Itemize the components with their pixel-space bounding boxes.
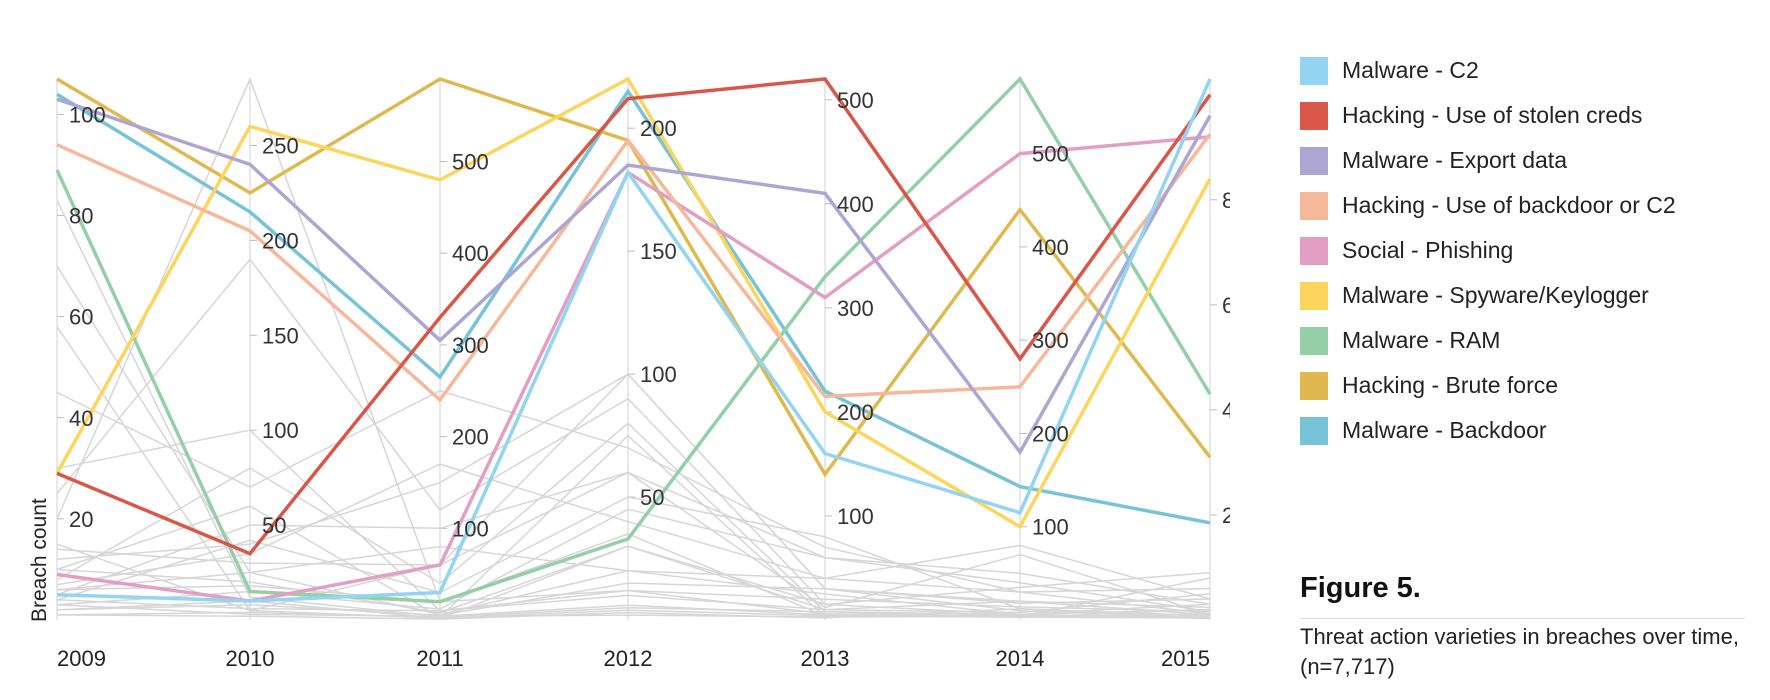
year-label-2013: 2013 (801, 646, 850, 671)
tick-label: 800 (1222, 188, 1230, 213)
legend-item-malware-spyware-keylogger: Malware - Spyware/Keylogger (1300, 273, 1676, 318)
tick-label: 300 (1032, 328, 1069, 353)
tick-label: 200 (262, 228, 299, 253)
legend-item-malware-backdoor: Malware - Backdoor (1300, 408, 1676, 453)
tick-label: 400 (837, 192, 874, 217)
tick-label: 200 (452, 425, 489, 450)
tick-label: 200 (1222, 503, 1230, 528)
tick-label: 200 (640, 116, 677, 141)
tick-label: 100 (640, 362, 677, 387)
background-series-line (56, 389, 1211, 615)
background-series-line (56, 608, 1211, 620)
series-line-hacking-use-of-backdoor-or-c2 (56, 133, 1212, 403)
tick-label: 600 (1222, 293, 1230, 318)
parallel-coordinates-chart: 20 40 60 80 100 50 100 150 200 250 100 200 300 400 500… (28, 76, 1230, 671)
legend-item-malware-export-data: Malware - Export data (1300, 138, 1676, 183)
series-line-malware-spyware-keylogger (55, 76, 1212, 530)
series-line-hacking-use-of-stolen-creds (56, 77, 1212, 556)
tick-label: 60 (69, 305, 93, 330)
legend-swatch (1300, 281, 1328, 310)
background-series-line (56, 434, 1211, 620)
tick-label: 100 (1032, 515, 1069, 540)
legend-label: Malware - C2 (1342, 57, 1479, 83)
legend-label: Hacking - Brute force (1342, 372, 1559, 398)
y-axis-label: Breach count (28, 498, 51, 622)
legend-label: Hacking - Use of backdoor or C2 (1342, 192, 1676, 218)
tick-label: 20 (69, 507, 93, 532)
background-series-line (56, 545, 1211, 619)
year-labels: 2009 2010 2011 2012 2013 2014 2015 (57, 646, 1210, 671)
tick-label: 500 (837, 88, 874, 113)
year-label-2011: 2011 (416, 646, 463, 671)
legend-label: Hacking - Use of stolen creds (1342, 102, 1643, 128)
figure-divider (1300, 618, 1745, 619)
tick-label: 50 (640, 485, 664, 510)
highlighted-series (55, 76, 1212, 604)
series-line-malware-c2 (56, 78, 1212, 603)
background-series-line (56, 199, 1211, 618)
tick-label: 100 (837, 504, 874, 529)
legend-swatch (1300, 326, 1328, 355)
background-series-line (56, 471, 1211, 616)
tick-label: 400 (1032, 235, 1069, 260)
tick-label: 500 (1032, 142, 1069, 167)
tick-label: 100 (69, 102, 106, 127)
year-label-2009: 2009 (57, 646, 106, 671)
legend-label: Malware - Export data (1342, 147, 1567, 173)
legend-swatch (1300, 191, 1328, 220)
legend-swatch (1300, 416, 1328, 445)
legend-item-malware-c2: Malware - C2 (1300, 48, 1676, 93)
tick-label: 50 (262, 513, 286, 538)
year-label-2012: 2012 (604, 646, 653, 671)
series-line-malware-backdoor (56, 88, 1211, 525)
series-line-malware-ram (55, 76, 1212, 604)
background-series-line (56, 543, 1211, 619)
legend-swatch (1300, 371, 1328, 400)
tick-label: 40 (69, 406, 93, 431)
legend: Malware - C2 Hacking - Use of stolen cred… (1300, 48, 1676, 453)
background-series-line (56, 594, 1211, 612)
tick-label: 300 (837, 296, 874, 321)
tick-label: 200 (837, 400, 874, 425)
series-line-hacking-brute-force (56, 77, 1212, 478)
year-label-2014: 2014 (996, 646, 1045, 671)
legend-item-social-phishing: Social - Phishing (1300, 228, 1676, 273)
figure-caption: Threat action varieties in breaches over… (1300, 624, 1739, 679)
legend-swatch (1300, 146, 1328, 175)
tick-label: 400 (1222, 398, 1230, 423)
legend-item-hacking-use-of-backdoor-or-c2: Hacking - Use of backdoor or C2 (1300, 183, 1676, 228)
tick-label: 200 (1032, 421, 1069, 446)
legend-swatch (1300, 101, 1328, 130)
tick-label: 150 (262, 323, 299, 348)
legend-label: Malware - Spyware/Keylogger (1342, 282, 1649, 308)
legend-item-malware-ram: Malware - RAM (1300, 318, 1676, 363)
tick-label: 300 (452, 333, 489, 358)
series-line-malware-export-data (56, 97, 1212, 456)
year-label-2015: 2015 (1161, 646, 1210, 671)
tick-label: 100 (262, 418, 299, 443)
legend-label: Malware - RAM (1342, 327, 1501, 353)
tick-label: 400 (452, 241, 489, 266)
legend-item-hacking-brute-force: Hacking - Brute force (1300, 363, 1676, 408)
tick-label: 150 (640, 239, 677, 264)
tick-label: 250 (262, 133, 299, 158)
tick-label: 500 (452, 150, 489, 175)
axis-tick-labels: 20 40 60 80 100 50 100 150 200 250 100 200 300 400 500… (69, 88, 1230, 541)
legend-swatch (1300, 236, 1328, 265)
year-label-2010: 2010 (226, 646, 275, 671)
tick-label: 100 (452, 516, 489, 541)
legend-item-hacking-use-of-stolen-creds: Hacking - Use of stolen creds (1300, 93, 1676, 138)
year-axes (56, 79, 1217, 620)
background-series-line (56, 582, 1211, 617)
legend-label: Social - Phishing (1342, 237, 1514, 263)
background-series-line (56, 585, 1211, 613)
figure-title: Figure 5. (1300, 572, 1421, 604)
legend-label: Malware - Backdoor (1342, 417, 1547, 443)
tick-label: 80 (69, 204, 93, 229)
legend-swatch (1300, 56, 1328, 85)
